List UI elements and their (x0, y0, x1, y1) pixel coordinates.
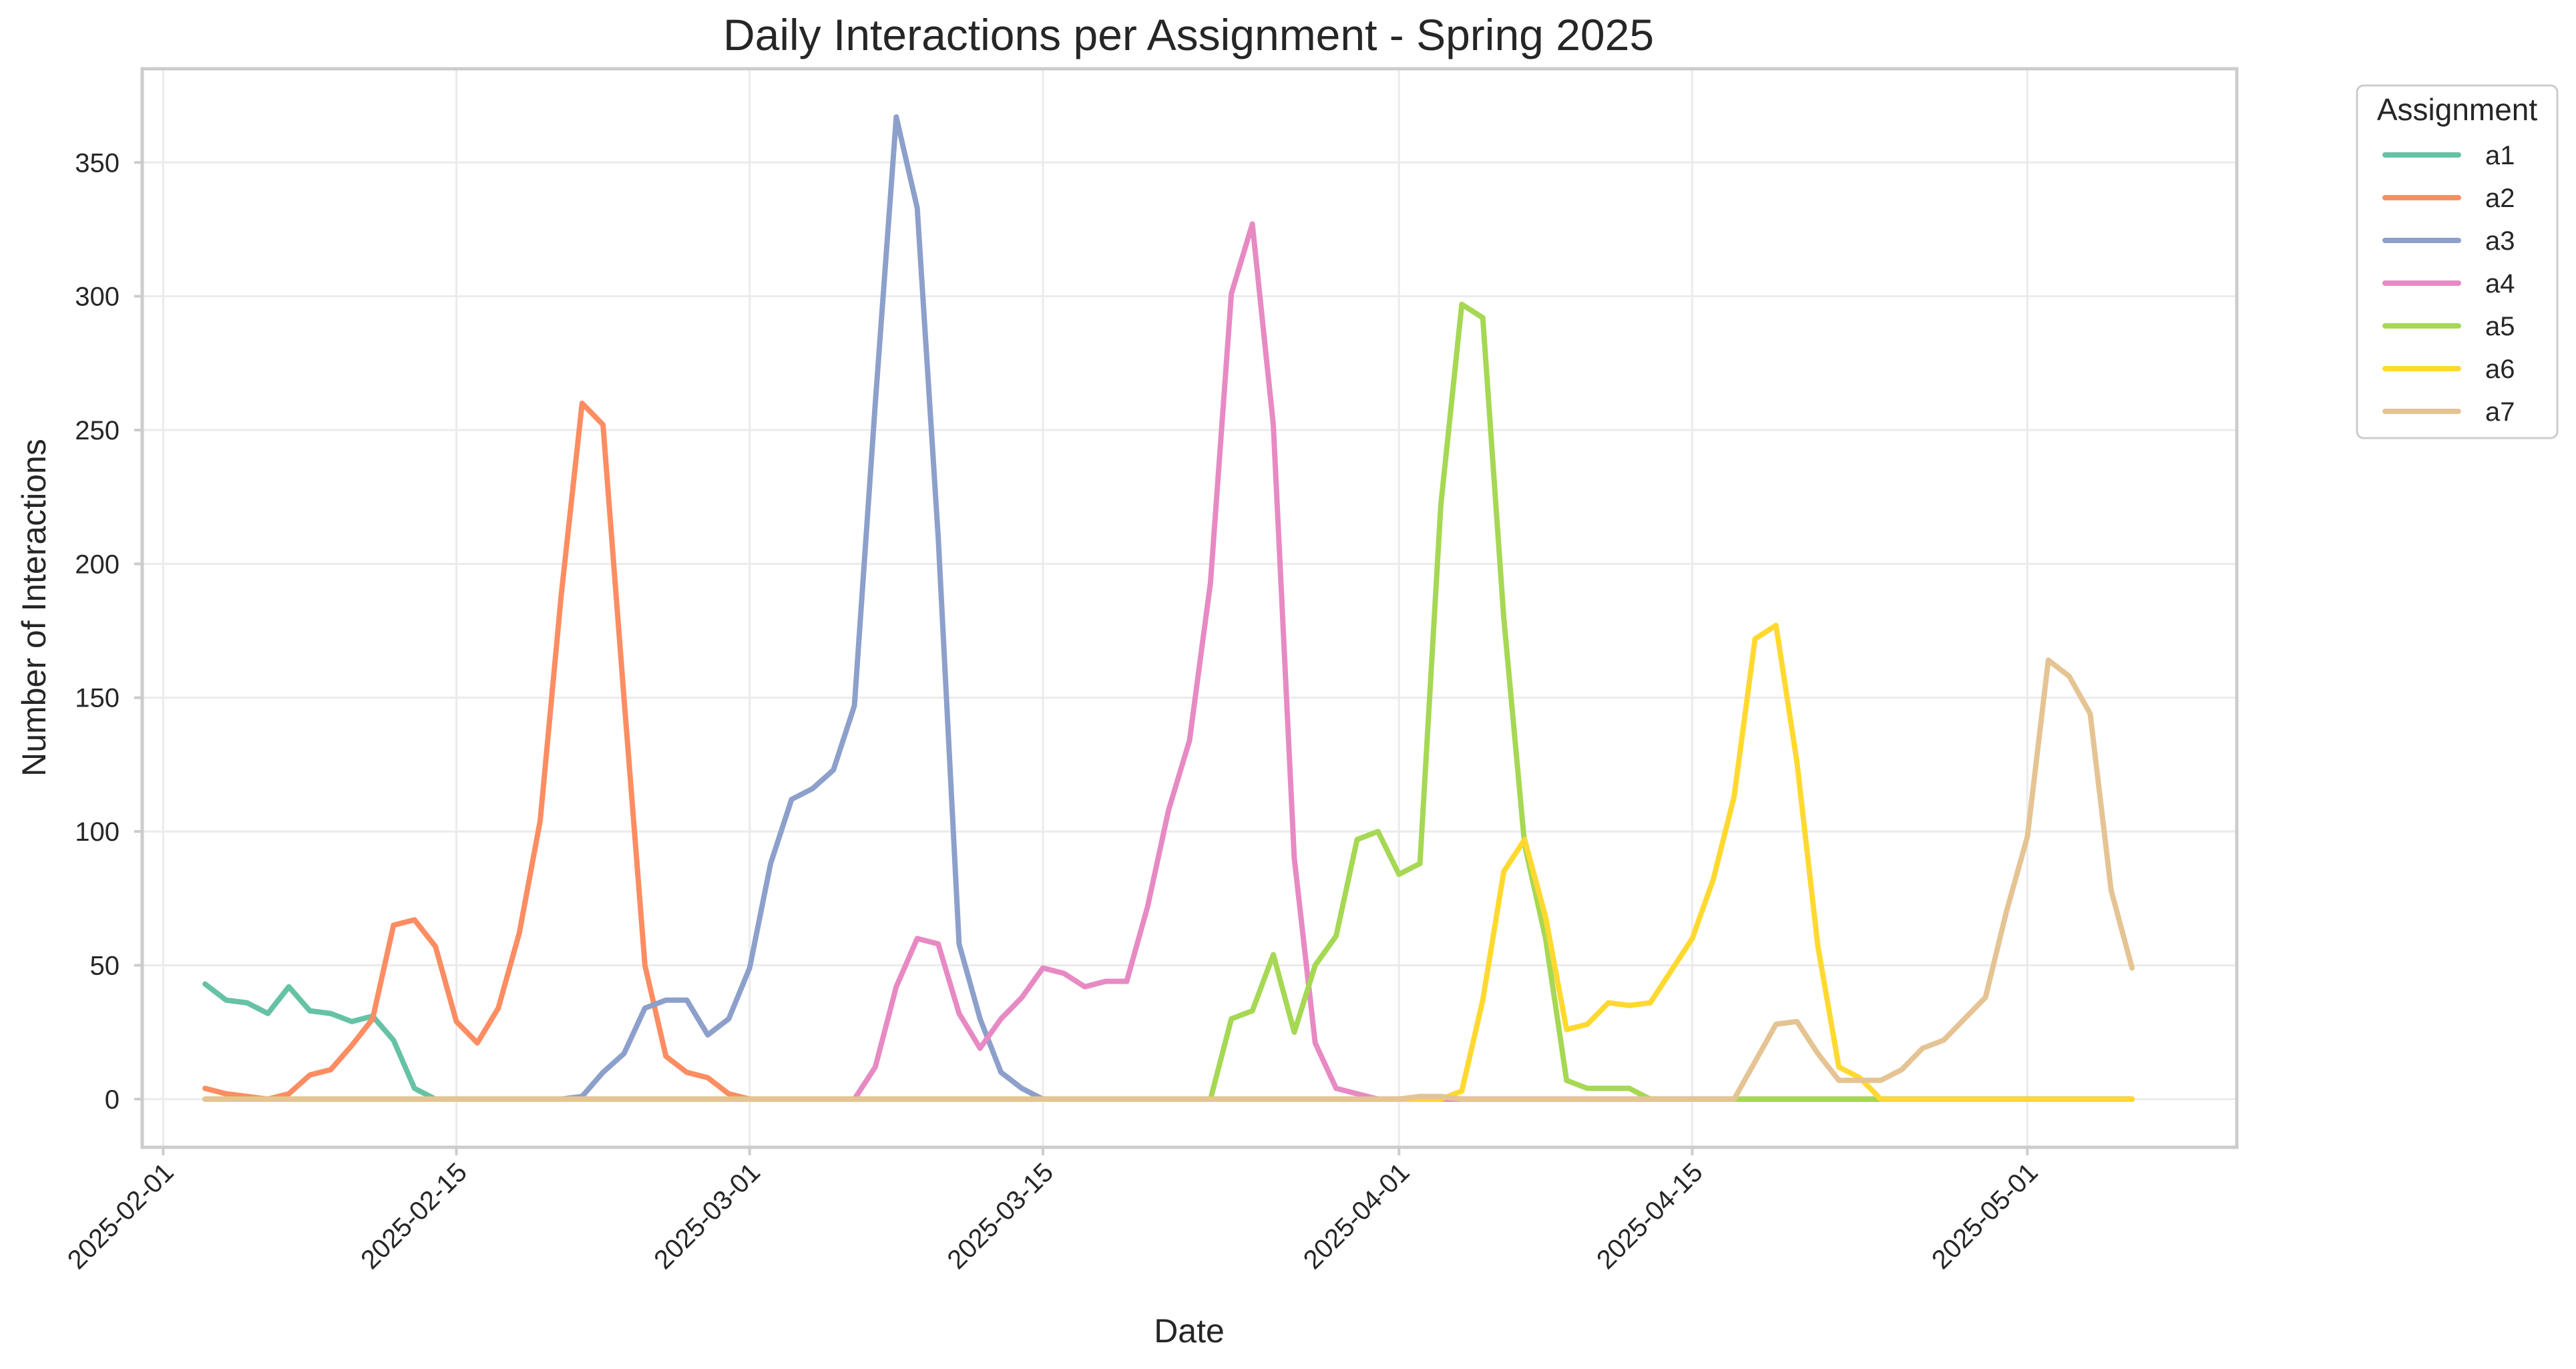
y-tick-label: 250 (75, 416, 120, 445)
y-tick-label: 200 (75, 550, 120, 579)
x-tick-label: 2025-03-01 (648, 1157, 766, 1275)
y-tick-label: 50 (90, 951, 120, 980)
legend-label-a3: a3 (2485, 226, 2515, 256)
x-tick-label: 2025-02-01 (62, 1157, 180, 1275)
y-tick-label: 300 (75, 282, 120, 312)
x-tick-label: 2025-05-01 (1926, 1157, 2044, 1275)
series-line-a3 (202, 114, 2135, 1102)
legend-label-a2: a2 (2485, 184, 2515, 213)
x-tick-label: 2025-03-15 (941, 1157, 1059, 1275)
legend: Assignment a1 a2 a3 a4 a5 a6 a7 (2356, 84, 2559, 439)
x-tick-label: 2025-02-15 (355, 1157, 473, 1275)
legend-label-a6: a6 (2485, 355, 2515, 384)
legend-label-a7: a7 (2485, 397, 2515, 427)
series-line-a5 (202, 301, 2135, 1102)
x-axis-label: Date (1154, 1312, 1225, 1350)
legend-label-a4: a4 (2485, 269, 2515, 299)
grid (142, 69, 2237, 1147)
x-axis: 2025-02-01 2025-02-15 2025-03-01 2025-03-15… (62, 1147, 2044, 1275)
x-tick-label: 2025-04-01 (1298, 1157, 1416, 1275)
series-lines (202, 114, 2135, 1102)
y-tick-label: 350 (75, 148, 120, 178)
series-line-a6 (202, 622, 2135, 1102)
x-tick-label: 2025-04-15 (1591, 1157, 1709, 1275)
series-line-a4 (202, 221, 2135, 1102)
y-tick-label: 150 (75, 684, 120, 713)
legend-label-a1: a1 (2485, 141, 2515, 170)
y-axis-label: Number of Interactions (15, 439, 53, 777)
plot-frame (140, 67, 2239, 1149)
legend-label-a5: a5 (2485, 312, 2515, 341)
y-axis: 0 50 100 150 200 250 300 350 (75, 148, 142, 1115)
legend-items: a1 a2 a3 a4 a5 a6 a7 (2382, 141, 2515, 427)
y-tick-label: 0 (105, 1085, 120, 1115)
series-line-a2 (202, 400, 2135, 1102)
legend-box (2356, 84, 2559, 439)
chart-title: Daily Interactions per Assignment - Spri… (723, 10, 1654, 59)
y-tick-label: 100 (75, 817, 120, 847)
legend-title: Assignment (2377, 92, 2538, 127)
series-line-a7 (202, 657, 2135, 1102)
